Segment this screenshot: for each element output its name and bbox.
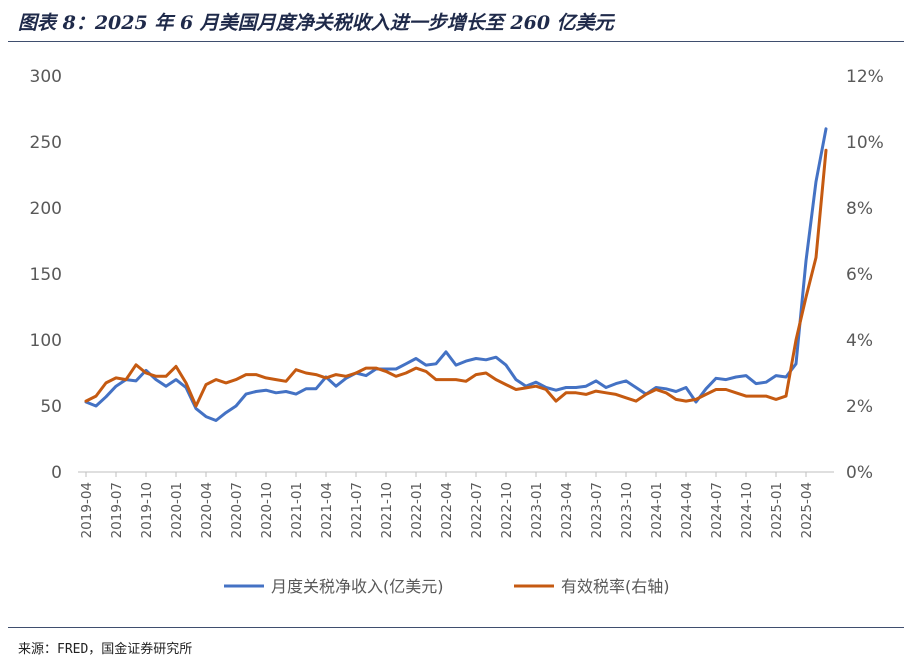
x-tick-label: 2020-01 [169,482,185,538]
x-tick-label: 2023-01 [529,482,545,538]
title-divider [8,41,904,42]
footer-divider [8,627,904,628]
x-tick-label: 2020-04 [199,482,215,538]
left-tick-label: 250 [30,133,62,153]
right-tick-label: 2% [846,397,873,417]
x-tick-label: 2024-10 [739,482,755,538]
x-tick-label: 2021-07 [349,482,365,538]
left-tick-label: 0 [51,463,62,483]
x-tick-label: 2019-10 [139,482,155,538]
x-tick-label: 2021-04 [319,482,335,538]
right-tick-label: 12% [846,67,884,87]
x-tick-label: 2023-10 [619,482,635,538]
x-tick-label: 2022-01 [409,482,425,538]
x-tick-label: 2021-10 [379,482,395,538]
legend-item-rate-label: 有效税率(右轴) [561,577,670,596]
x-tick-label: 2024-01 [649,482,665,538]
x-tick-label: 2025-01 [769,482,785,538]
x-axis-ticks: 2019-04 2019-07 2019-10 2020-01 2020-04 2020-… [79,472,815,538]
right-tick-label: 4% [846,331,873,351]
legend-item-revenue-label: 月度关税净收入(亿美元) [271,577,444,596]
right-axis-ticks: 0% 2% 4% 6% 8% 10% 12% [846,67,884,483]
series-line-revenue [84,127,828,422]
right-tick-label: 8% [846,199,873,219]
x-tick-label: 2019-07 [109,482,125,538]
x-tick-label: 2020-07 [229,482,245,538]
series-line-rate [84,148,828,408]
right-tick-label: 6% [846,265,873,285]
x-tick-label: 2025-04 [799,482,815,538]
left-tick-label: 300 [30,67,62,87]
source-note: 来源：FRED，国金证券研究所 [18,642,193,657]
x-tick-label: 2022-07 [469,482,485,538]
right-tick-label: 10% [846,133,884,153]
x-tick-label: 2023-07 [589,482,605,538]
left-axis-ticks: 0 50 100 150 200 250 300 [30,67,62,483]
figure-title: 图表 8：2025 年 6 月美国月度净关税收入进一步增长至 260 亿美元 [18,12,614,34]
left-tick-label: 50 [40,397,62,417]
left-tick-label: 200 [30,199,62,219]
x-tick-label: 2024-07 [709,482,725,538]
x-tick-label: 2023-04 [559,482,575,538]
x-tick-label: 2019-04 [79,482,95,538]
series-layer [84,127,828,422]
x-tick-label: 2022-04 [439,482,455,538]
left-tick-label: 150 [30,265,62,285]
right-tick-label: 0% [846,463,873,483]
legend: 月度关税净收入(亿美元) 有效税率(右轴) [224,577,670,596]
x-tick-label: 2022-10 [499,482,515,538]
x-tick-label: 2020-10 [259,482,275,538]
x-tick-label: 2024-04 [679,482,695,538]
x-tick-label: 2021-01 [289,482,305,538]
left-tick-label: 100 [30,331,62,351]
